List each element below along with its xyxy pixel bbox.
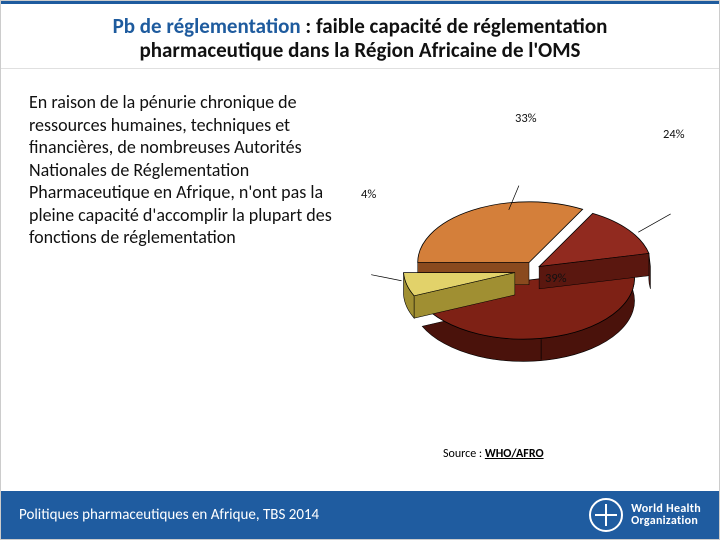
source-prefix: Source : [443,447,485,461]
pie-label-24: 24% [663,127,685,142]
footer-text: Politiques pharmaceutiques en Afrique, T… [19,506,319,524]
pie-label-4: 4% [361,187,376,202]
who-emblem-icon [589,498,623,532]
pie-label-39: 39% [545,271,567,286]
who-logo-line2: Organization [631,515,701,527]
who-logo: World Health Organization [589,498,701,532]
pie-label-33: 33% [515,111,537,126]
body-row: En raison de la pénurie chronique de res… [1,69,719,491]
source-line: Source : WHO/AFRO [443,447,544,461]
who-logo-text: World Health Organization [631,503,701,527]
slide: Pb de réglementation : faible capacité d… [0,0,720,540]
title-block: Pb de réglementation : faible capacité d… [1,4,719,69]
title-lead: Pb de réglementation [113,13,301,39]
body-paragraph: En raison de la pénurie chronique de res… [29,91,349,491]
footer-bar: Politiques pharmaceutiques en Afrique, T… [1,491,719,539]
source-body: WHO/AFRO [485,447,544,461]
slide-title: Pb de réglementation : faible capacité d… [61,14,659,62]
pie-chart-svg [357,91,701,491]
pie-chart: 33% 24% 39% 4% [357,91,701,491]
